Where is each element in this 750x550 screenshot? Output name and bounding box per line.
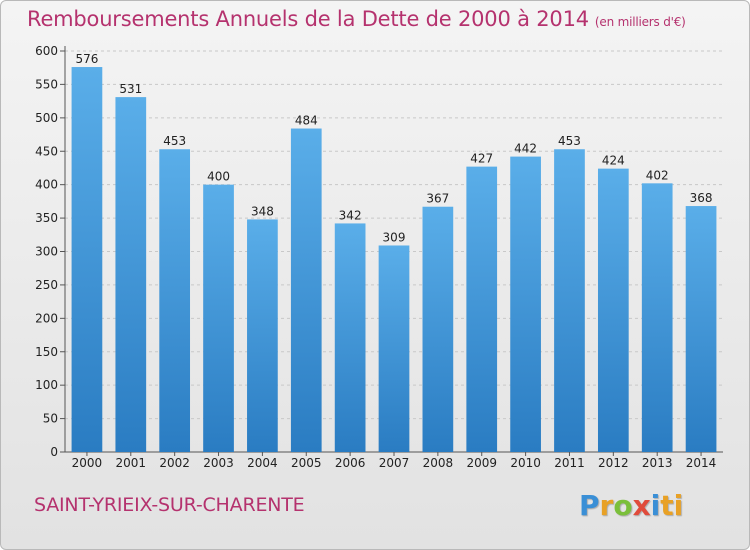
bar	[597, 168, 629, 453]
x-tick-label: 2012	[598, 456, 629, 470]
proxiti-logo: Proxiti	[579, 489, 683, 522]
x-tick-label: 2011	[554, 456, 585, 470]
x-tick-label: 2002	[159, 456, 190, 470]
data-label: 484	[295, 114, 318, 128]
y-tick-label: 300	[35, 245, 58, 259]
bar	[247, 219, 278, 452]
data-label: 342	[339, 208, 362, 222]
data-label: 424	[602, 154, 625, 168]
logo-letter: ti	[660, 489, 684, 522]
data-label: 368	[690, 191, 713, 205]
logo-letter: i	[650, 489, 661, 522]
x-tick-label: 2003	[203, 456, 234, 470]
bar	[71, 67, 103, 452]
y-tick-label: 600	[35, 44, 58, 58]
chart-title: Remboursements Annuels de la Dette de 20…	[27, 7, 686, 31]
y-tick-label: 400	[35, 178, 58, 192]
y-tick-labels: 0 50 100 150 200 250 300 350 400 450 500 550 600	[35, 44, 58, 459]
x-tick-label: 2005	[291, 456, 322, 470]
y-tick-label: 200	[35, 311, 58, 325]
y-tick-label: 350	[35, 211, 58, 225]
data-label: 402	[646, 168, 669, 182]
data-label: 576	[75, 52, 98, 66]
y-tick-label: 0	[50, 445, 58, 459]
x-tick-label: 2001	[116, 456, 147, 470]
y-tick-label: 450	[35, 144, 58, 158]
bar	[115, 97, 147, 453]
y-tick-label: 150	[35, 345, 58, 359]
data-label: 367	[426, 192, 449, 206]
y-tick-label: 500	[35, 111, 58, 125]
x-tick-label: 2008	[423, 456, 454, 470]
x-tick-label: 2007	[379, 456, 410, 470]
bars	[71, 67, 717, 453]
x-tick-label: 2000	[72, 456, 103, 470]
bar	[641, 183, 673, 452]
data-label: 309	[383, 230, 406, 244]
x-tick-label: 2006	[335, 456, 366, 470]
data-label: 348	[251, 204, 274, 218]
x-tick-label: 2009	[466, 456, 497, 470]
bar	[510, 156, 541, 452]
bar	[422, 206, 454, 452]
title-unit: (en milliers d'€)	[594, 15, 686, 29]
bar	[554, 149, 585, 452]
data-label: 453	[558, 134, 581, 148]
bar	[290, 128, 322, 452]
logo-letter: x	[632, 489, 651, 522]
city-name: SAINT-YRIEIX-SUR-CHARENTE	[34, 494, 305, 516]
bar	[159, 149, 191, 452]
logo-letter: o	[613, 489, 633, 522]
x-tick-label: 2014	[686, 456, 717, 470]
data-labels: 576 531 453 400 348 484 342 309 367 427 442 453 424 4…	[75, 52, 712, 244]
title-text: Remboursements Annuels de la Dette de 20…	[27, 7, 589, 31]
x-tick-label: 2013	[642, 456, 673, 470]
data-label: 531	[119, 82, 142, 96]
y-tick-label: 100	[35, 378, 58, 392]
y-tick-label: 50	[43, 412, 58, 426]
bar	[334, 223, 366, 452]
x-tick-labels: 2000 2001 2002 2003 2004 2005 2006 2007 2008 2009…	[72, 456, 717, 470]
bar	[466, 166, 498, 452]
bar	[203, 184, 234, 452]
y-tick-label: 550	[35, 77, 58, 91]
y-tick-label: 250	[35, 278, 58, 292]
data-label: 400	[207, 170, 230, 184]
data-label: 453	[163, 134, 186, 148]
logo-letter: r	[599, 489, 614, 522]
x-tick-label: 2004	[247, 456, 278, 470]
logo-letter: P	[579, 489, 600, 522]
bar	[378, 245, 410, 452]
data-label: 427	[470, 152, 493, 166]
x-tick-label: 2010	[510, 456, 541, 470]
data-label: 442	[514, 142, 537, 156]
bar	[685, 206, 717, 452]
